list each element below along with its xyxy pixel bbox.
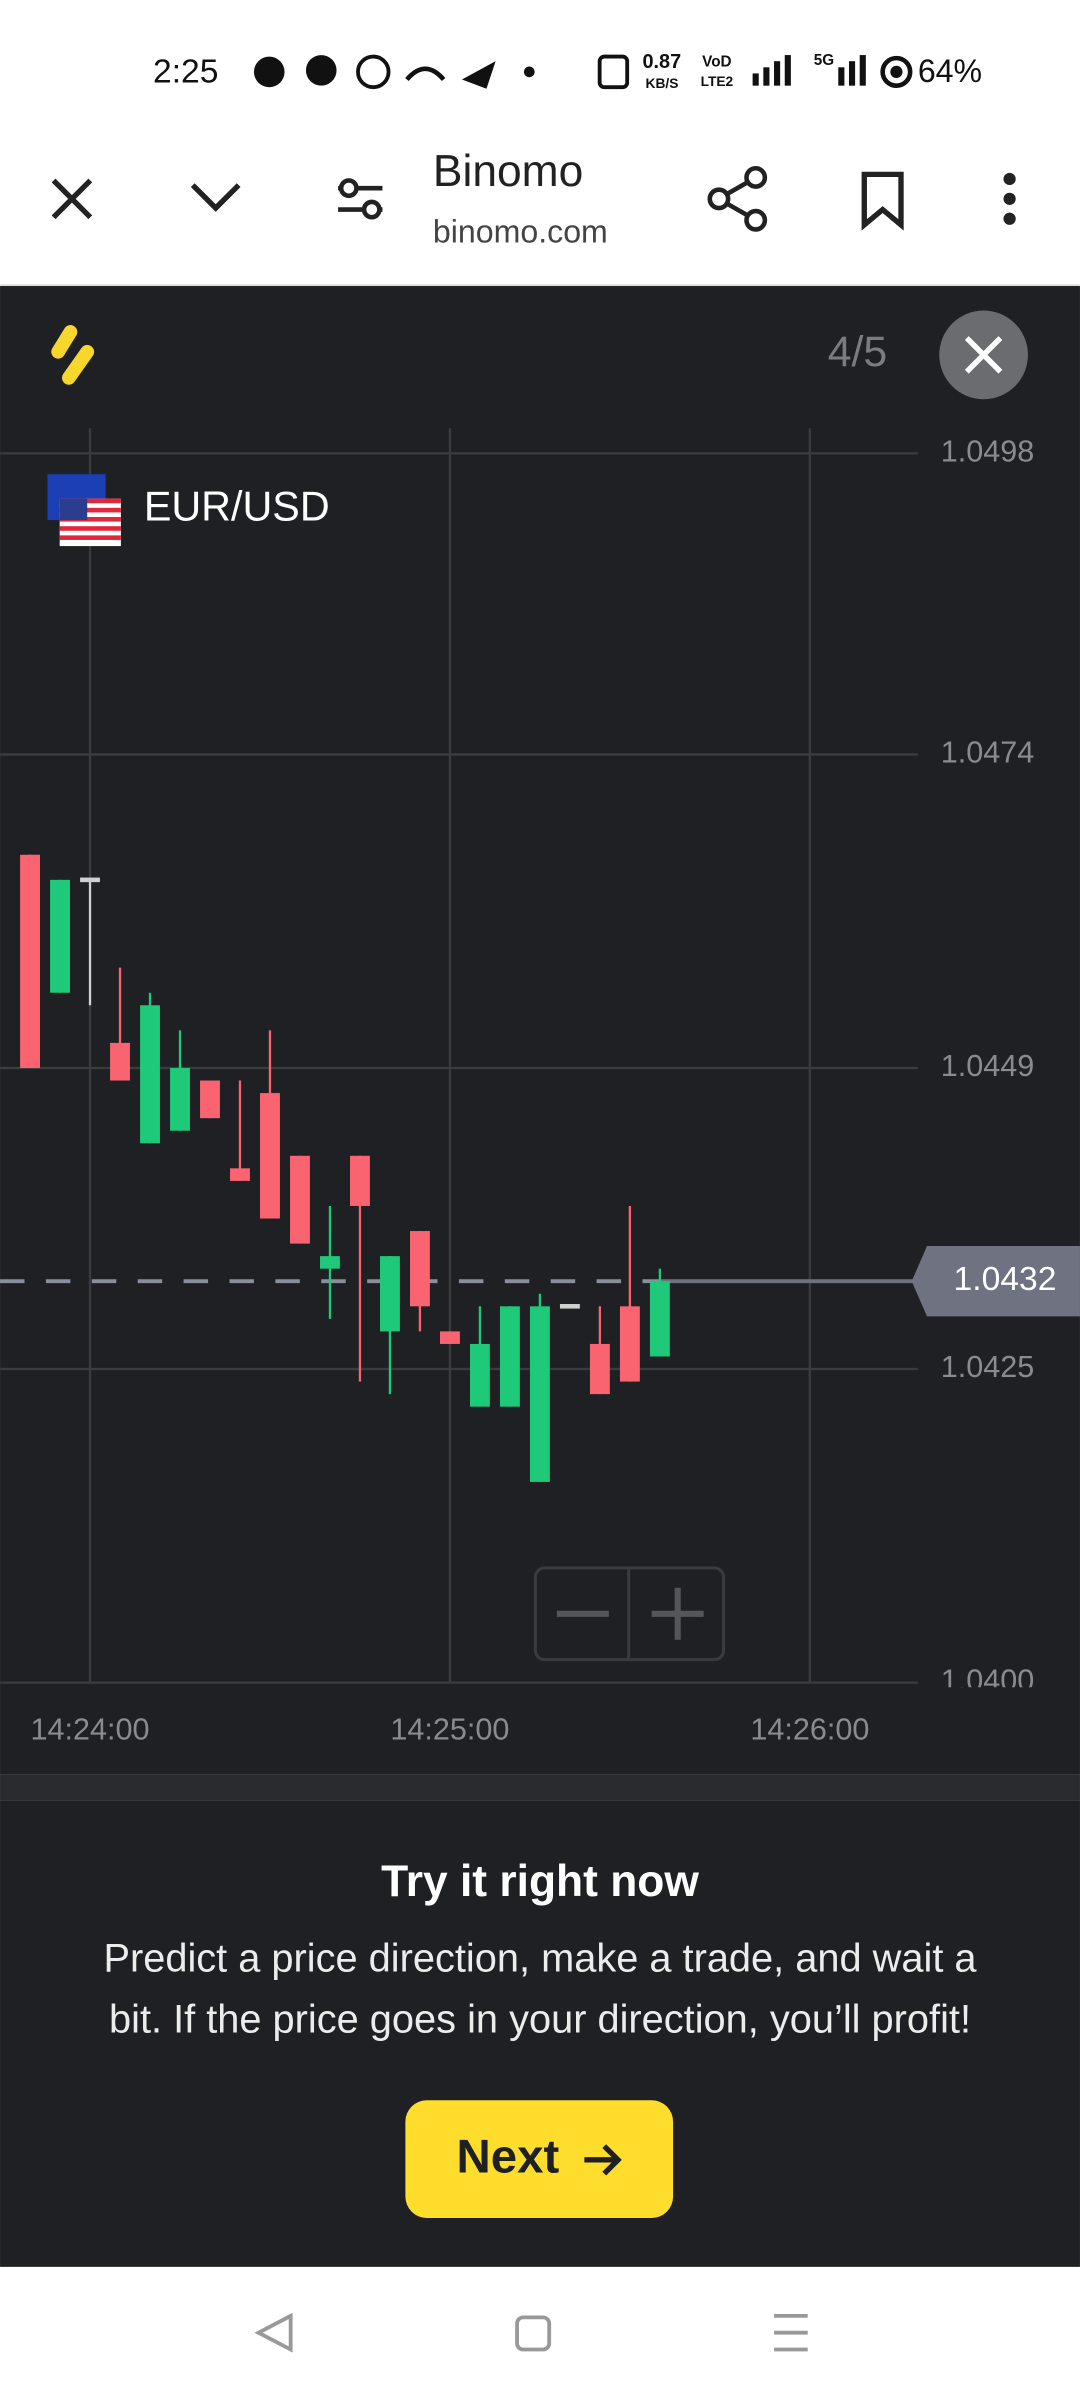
candle-body (20, 854, 40, 1068)
network-speed: 0.87 (642, 51, 681, 73)
page-url: binomo.com (433, 214, 608, 250)
candle-body (499, 1306, 520, 1407)
zoom-in-button[interactable] (651, 1587, 704, 1640)
current-price-label: 1.0432 (954, 1261, 1057, 1298)
tutorial-body: Predict a price direction, make a trade,… (103, 1936, 977, 1980)
candle-body (290, 1155, 310, 1244)
candle-body (529, 1306, 550, 1482)
network-type: 5G (814, 52, 834, 69)
candle-body (260, 1093, 280, 1219)
close-icon (964, 336, 1003, 374)
y-tick-labels: 1.0498 1.0474 1.0449 1.0425 1.0400 (941, 434, 1035, 1698)
close-tab-button[interactable] (51, 178, 93, 220)
divider (0, 1774, 1080, 1801)
current-price-tag (911, 1246, 1080, 1317)
clock: 2:25 (153, 53, 218, 90)
notification-icons (253, 54, 630, 90)
chart: 1.0498 1.0474 1.0449 1.0425 1.0400 14:24:00 14… (0, 428, 1080, 1747)
y-tick-label: 1.0474 (941, 735, 1035, 769)
x-tick-label: 14:26:00 (750, 1713, 869, 1747)
next-arrow (584, 2144, 622, 2176)
candle-body (170, 1067, 190, 1131)
nav-bar (0, 2266, 1080, 2400)
tutorial-heading: Try it right now (381, 1857, 699, 1906)
candle-body (50, 879, 70, 993)
recents-button[interactable] (774, 2313, 808, 2352)
y-tick-label: 1.0449 (941, 1049, 1035, 1083)
candle-body (80, 877, 100, 883)
y-tick-label: 1.0400 (941, 1664, 1035, 1698)
candle-body (110, 1042, 130, 1081)
candle-body (439, 1331, 460, 1344)
candle-body (200, 1080, 220, 1119)
status-bar (0, 0, 1080, 127)
candle-body (380, 1256, 400, 1332)
candle-body (230, 1168, 250, 1181)
candle-body (320, 1256, 340, 1269)
candle-body (140, 1005, 160, 1144)
candle-body (649, 1281, 670, 1357)
back-button[interactable] (254, 2312, 293, 2353)
volte-top: VoD (702, 54, 731, 71)
zoom-controls (533, 1566, 726, 1662)
x-tick-label: 14:24:00 (31, 1713, 150, 1747)
symbol: EUR/USD (144, 483, 330, 529)
speed-unit: KB/S (646, 76, 679, 91)
home-button[interactable] (515, 2315, 552, 2352)
candle-body (589, 1343, 610, 1395)
tutorial-body: bit. If the price goes in your direction… (109, 1998, 971, 2042)
y-tick-label: 1.0498 (941, 434, 1035, 468)
volte-bottom: LTE2 (701, 74, 734, 89)
candle-body (469, 1343, 490, 1407)
flags (47, 474, 121, 547)
chart-panel (0, 286, 1080, 1775)
expand-button[interactable] (190, 183, 241, 212)
site-settings-button[interactable] (338, 178, 383, 220)
page-title: Binomo (433, 147, 583, 196)
next-button[interactable] (405, 2100, 674, 2218)
candle-body (409, 1231, 430, 1307)
candle-body (619, 1306, 640, 1382)
menu-button[interactable] (1003, 172, 1016, 225)
bookmark-button[interactable] (861, 171, 904, 231)
x-tick-label: 14:25:00 (390, 1713, 509, 1747)
signal-icons (752, 55, 913, 88)
y-tick-label: 1.0425 (941, 1350, 1035, 1384)
tutorial-step: 4/5 (828, 328, 888, 376)
battery: 64% (918, 53, 982, 89)
candle-body (559, 1304, 580, 1309)
next-label: Next (456, 2130, 559, 2183)
candle-body (350, 1155, 370, 1206)
logo (51, 325, 95, 385)
share-button[interactable] (707, 165, 768, 232)
